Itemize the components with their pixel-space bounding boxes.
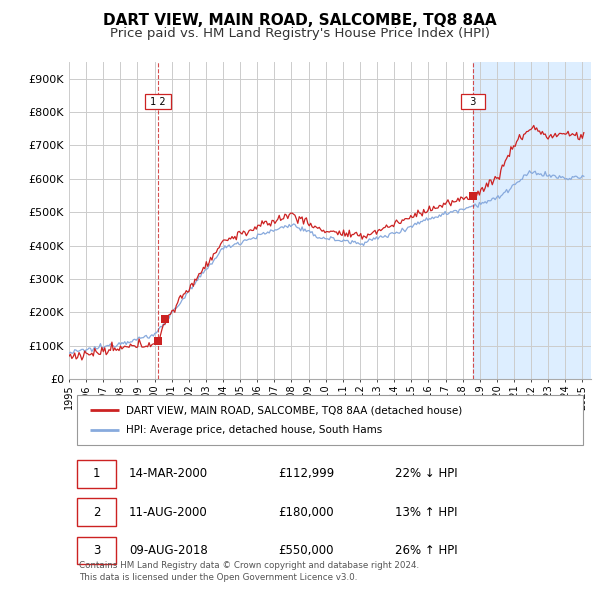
Text: DART VIEW, MAIN ROAD, SALCOMBE, TQ8 8AA (detached house): DART VIEW, MAIN ROAD, SALCOMBE, TQ8 8AA …: [127, 405, 463, 415]
Text: DART VIEW, MAIN ROAD, SALCOMBE, TQ8 8AA: DART VIEW, MAIN ROAD, SALCOMBE, TQ8 8AA: [103, 13, 497, 28]
FancyBboxPatch shape: [77, 536, 116, 565]
Text: Contains HM Land Registry data © Crown copyright and database right 2024.
This d: Contains HM Land Registry data © Crown c…: [79, 561, 419, 582]
Text: 1 2: 1 2: [147, 97, 169, 107]
FancyBboxPatch shape: [77, 395, 583, 445]
Text: 26% ↑ HPI: 26% ↑ HPI: [395, 544, 458, 557]
Text: 13% ↑ HPI: 13% ↑ HPI: [395, 506, 458, 519]
Text: 2: 2: [92, 506, 100, 519]
FancyBboxPatch shape: [77, 498, 116, 526]
Text: 22% ↓ HPI: 22% ↓ HPI: [395, 467, 458, 480]
Text: HPI: Average price, detached house, South Hams: HPI: Average price, detached house, Sout…: [127, 425, 383, 435]
Text: 11-AUG-2000: 11-AUG-2000: [129, 506, 208, 519]
Text: 3: 3: [93, 544, 100, 557]
Text: 14-MAR-2000: 14-MAR-2000: [129, 467, 208, 480]
Bar: [473, 62, 591, 379]
FancyBboxPatch shape: [77, 460, 116, 487]
Text: £112,999: £112,999: [278, 467, 334, 480]
Text: 09-AUG-2018: 09-AUG-2018: [129, 544, 208, 557]
Text: £180,000: £180,000: [278, 506, 334, 519]
Text: Price paid vs. HM Land Registry's House Price Index (HPI): Price paid vs. HM Land Registry's House …: [110, 27, 490, 40]
Text: 1: 1: [92, 467, 100, 480]
Text: £550,000: £550,000: [278, 544, 334, 557]
Text: 3: 3: [464, 97, 482, 107]
